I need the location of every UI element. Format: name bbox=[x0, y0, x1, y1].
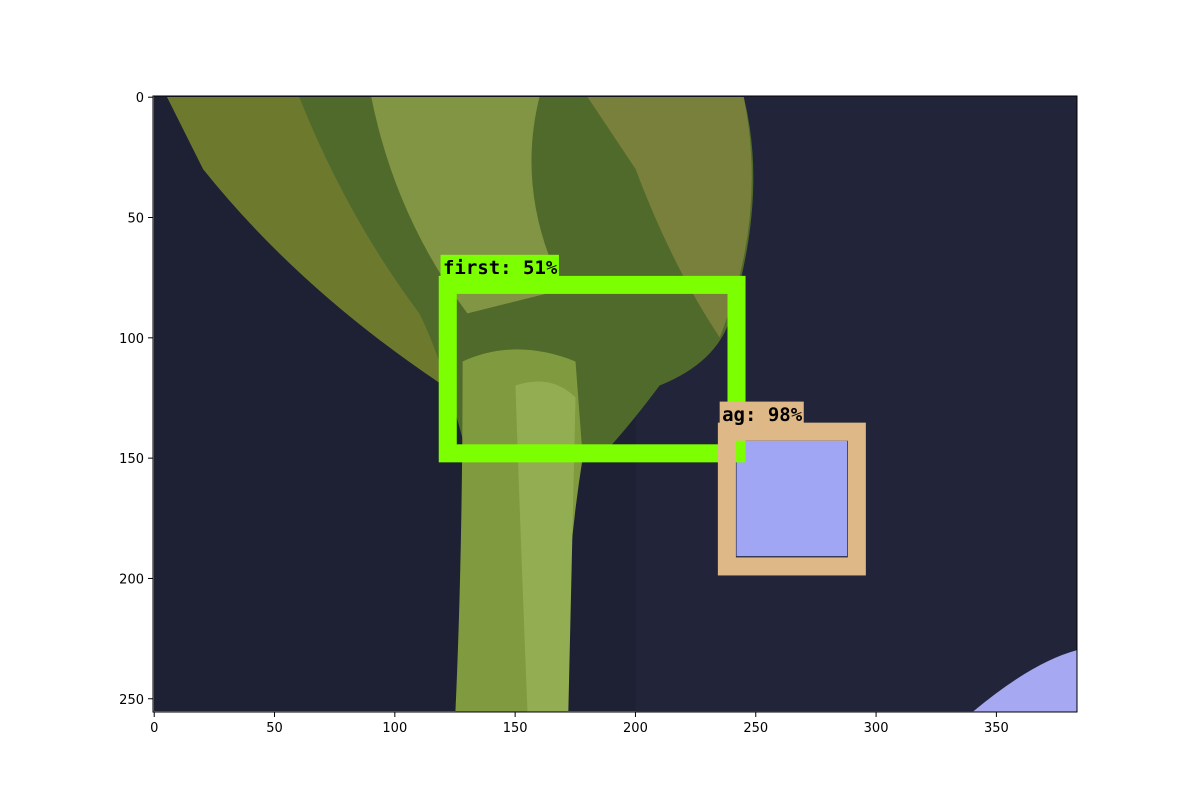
y-tick-label: 250 bbox=[119, 693, 144, 708]
y-tick-label: 200 bbox=[119, 572, 144, 587]
x-tick-label: 50 bbox=[266, 721, 283, 736]
x-tick-label: 150 bbox=[503, 721, 528, 736]
x-tick-label: 300 bbox=[864, 721, 889, 736]
y-tick-label: 0 bbox=[136, 91, 144, 106]
detection-label: ag: 98% bbox=[722, 404, 803, 426]
label-background bbox=[719, 401, 804, 424]
axes-frame bbox=[152, 95, 1078, 713]
x-tick-label: 200 bbox=[623, 721, 648, 736]
y-tick-label: 100 bbox=[119, 332, 144, 347]
x-tick-label: 0 bbox=[150, 721, 158, 736]
detection-box bbox=[717, 422, 866, 576]
photo bbox=[153, 96, 1077, 712]
x-tick-label: 100 bbox=[382, 721, 407, 736]
x-tick-label: 250 bbox=[743, 721, 768, 736]
label-background bbox=[440, 254, 559, 277]
y-tick-label: 150 bbox=[119, 452, 144, 467]
detection-label: first: 51% bbox=[443, 257, 558, 279]
y-tick-label: 50 bbox=[127, 212, 144, 227]
detection-box bbox=[438, 275, 746, 463]
x-tick-label: 350 bbox=[984, 721, 1009, 736]
